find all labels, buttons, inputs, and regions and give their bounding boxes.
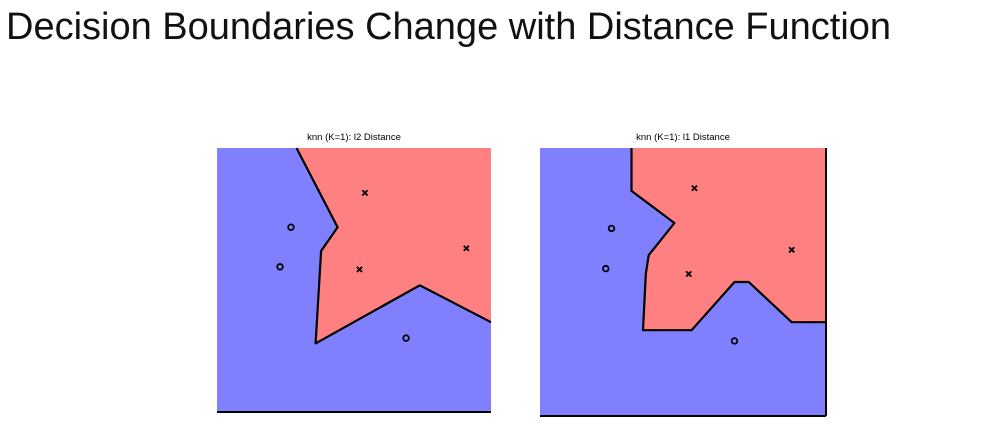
point-x-l2-1 [356, 266, 363, 273]
point-o-l1-2 [730, 337, 739, 345]
chart-title-l2: knn (K=1): l2 Distance [307, 132, 401, 143]
region-x-l1-0 [631, 148, 826, 331]
knn-l1-chart [540, 148, 827, 417]
point-o-l2-2 [402, 334, 410, 342]
point-o-l1-1 [602, 264, 610, 273]
point-x-l1-2 [788, 246, 795, 254]
decision-boundary-l2 [295, 147, 492, 345]
point-x-l1-1 [685, 270, 692, 278]
point-o-l1-0 [607, 224, 616, 233]
knn-l2-chart [217, 147, 492, 413]
knn-l2-panel: knn (K=1): l2 Distance [217, 132, 492, 413]
point-x-l1-0 [691, 184, 698, 192]
slide-title: Decision Boundaries Change with Distance… [6, 6, 892, 48]
chart-title-l1: knn (K=1): l1 Distance [636, 132, 730, 143]
point-o-l2-1 [276, 263, 284, 271]
point-x-l2-2 [463, 245, 470, 252]
point-x-l2-0 [361, 189, 369, 197]
knn-l1-panel: knn (K=1): l1 Distance [540, 132, 827, 417]
point-o-l2-0 [287, 223, 295, 231]
region-x-l2-0 [296, 148, 491, 344]
decision-boundary-l1 [630, 148, 826, 332]
